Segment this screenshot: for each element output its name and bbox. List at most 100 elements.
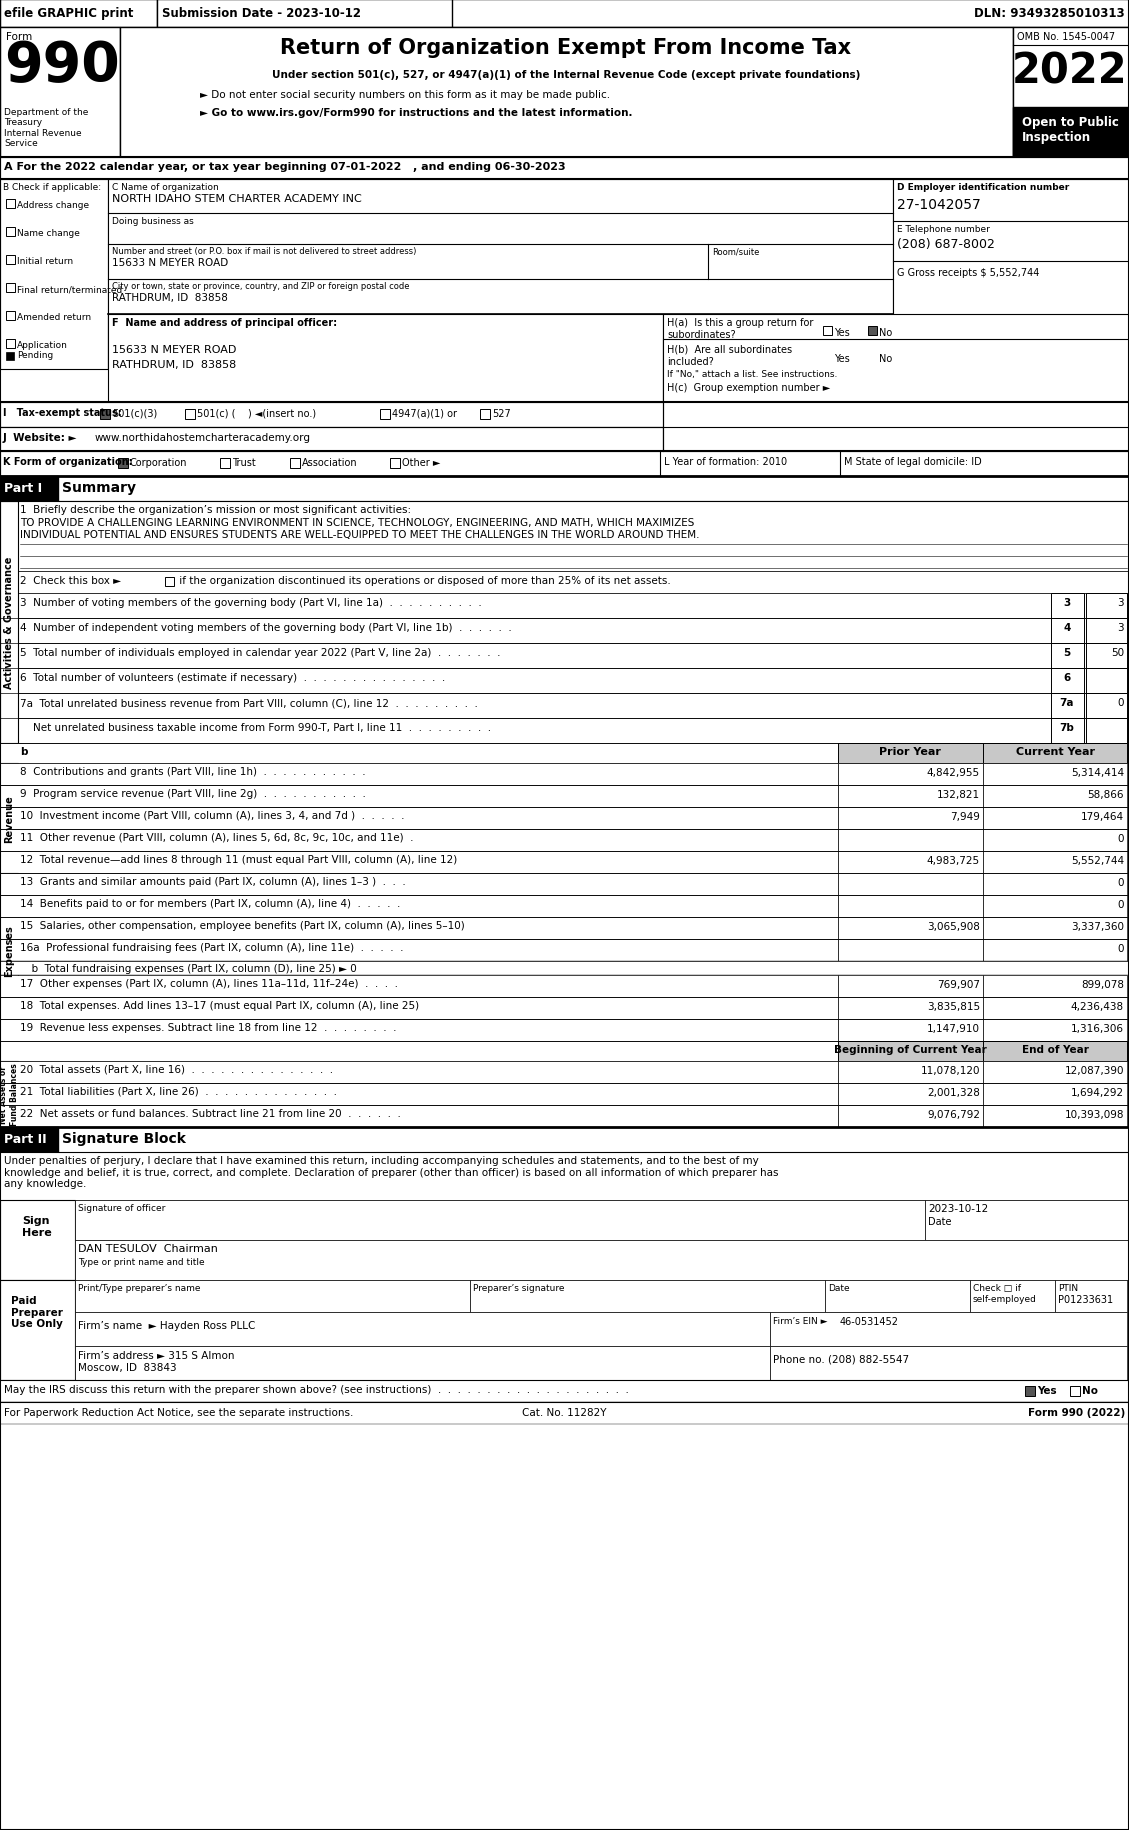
Text: 18  Total expenses. Add lines 13–17 (must equal Part IX, column (A), line 25): 18 Total expenses. Add lines 13–17 (must… <box>20 1001 419 1010</box>
Bar <box>1086 694 1127 719</box>
Text: Check □ if: Check □ if <box>973 1283 1021 1292</box>
Bar <box>983 997 1127 1019</box>
Text: Summary: Summary <box>62 481 135 494</box>
Bar <box>983 807 1127 829</box>
Text: 20  Total assets (Part X, line 16)  .  .  .  .  .  .  .  .  .  .  .  .  .  .  .: 20 Total assets (Part X, line 16) . . . … <box>20 1065 333 1074</box>
Text: NORTH IDAHO STEM CHARTER ACADEMY INC: NORTH IDAHO STEM CHARTER ACADEMY INC <box>112 194 361 203</box>
Text: 16a  Professional fundraising fees (Part IX, column (A), line 11e)  .  .  .  .  : 16a Professional fundraising fees (Part … <box>20 942 403 952</box>
Text: H(b)  Are all subordinates: H(b) Are all subordinates <box>667 344 793 355</box>
Bar <box>0 1127 1129 1153</box>
Text: Form 990 (2022): Form 990 (2022) <box>1027 1407 1124 1416</box>
Text: 1  Briefly describe the organization’s mission or most significant activities:: 1 Briefly describe the organization’s mi… <box>20 505 411 514</box>
Bar <box>0 939 838 961</box>
Bar <box>0 1061 18 1127</box>
Text: Number and street (or P.O. box if mail is not delivered to street address): Number and street (or P.O. box if mail i… <box>112 247 417 256</box>
Text: Current Year: Current Year <box>1015 747 1094 756</box>
Bar <box>1051 593 1084 619</box>
Bar <box>770 1347 1127 1380</box>
Text: 0: 0 <box>1118 900 1124 910</box>
Text: Yes: Yes <box>1038 1385 1057 1394</box>
Text: Signature Block: Signature Block <box>62 1131 186 1146</box>
Text: 527: 527 <box>492 408 510 419</box>
Bar <box>0 157 1129 179</box>
Text: Name change: Name change <box>17 229 80 238</box>
Text: 0: 0 <box>1118 697 1124 708</box>
Text: Under section 501(c), 527, or 4947(a)(1) of the Internal Revenue Code (except pr: Under section 501(c), 527, or 4947(a)(1)… <box>272 70 860 81</box>
Bar <box>120 27 1013 157</box>
Bar <box>157 0 452 27</box>
Text: 27-1042057: 27-1042057 <box>898 198 981 212</box>
Bar <box>0 1061 838 1083</box>
Bar <box>390 459 400 468</box>
Text: 17  Other expenses (Part IX, column (A), lines 11a–11d, 11f–24e)  .  .  .  .: 17 Other expenses (Part IX, column (A), … <box>20 979 399 988</box>
Text: 5,552,744: 5,552,744 <box>1071 856 1124 866</box>
Bar <box>0 895 838 917</box>
Text: 21  Total liabilities (Part X, line 26)  .  .  .  .  .  .  .  .  .  .  .  .  .  : 21 Total liabilities (Part X, line 26) .… <box>20 1087 336 1096</box>
Bar <box>983 1105 1127 1127</box>
Text: Activities & Governance: Activities & Governance <box>5 556 14 688</box>
Text: No: No <box>879 328 892 339</box>
Text: Firm’s EIN ►: Firm’s EIN ► <box>773 1316 828 1325</box>
Text: Signature of officer: Signature of officer <box>78 1204 165 1211</box>
Bar <box>1051 668 1084 694</box>
Bar <box>0 873 838 895</box>
Text: 19  Revenue less expenses. Subtract line 18 from line 12  .  .  .  .  .  .  .  .: 19 Revenue less expenses. Subtract line … <box>20 1023 396 1032</box>
Bar <box>838 1061 983 1083</box>
Bar <box>0 743 1129 763</box>
Bar <box>0 501 1129 571</box>
Text: 0: 0 <box>1118 833 1124 844</box>
Bar <box>925 1200 1129 1241</box>
Bar <box>0 694 1129 719</box>
Bar <box>0 975 838 997</box>
Bar <box>983 763 1127 785</box>
Bar <box>119 459 128 468</box>
Text: 5: 5 <box>1064 648 1070 657</box>
Text: Revenue: Revenue <box>5 794 14 842</box>
Text: Address change: Address change <box>17 201 89 210</box>
Text: 7a  Total unrelated business revenue from Part VIII, column (C), line 12  .  .  : 7a Total unrelated business revenue from… <box>20 697 478 708</box>
Bar <box>1051 619 1084 644</box>
Bar <box>185 410 195 419</box>
Bar <box>838 1105 983 1127</box>
Bar <box>838 1083 983 1105</box>
Text: 9  Program service revenue (Part VIII, line 2g)  .  .  .  .  .  .  .  .  .  .  .: 9 Program service revenue (Part VIII, li… <box>20 789 366 798</box>
Text: Paid
Preparer
Use Only: Paid Preparer Use Only <box>11 1296 63 1329</box>
Text: Prior Year: Prior Year <box>879 747 940 756</box>
Bar <box>823 353 832 362</box>
Text: 2  Check this box ►: 2 Check this box ► <box>20 576 121 586</box>
Bar <box>1025 1387 1035 1396</box>
Bar <box>75 1200 925 1241</box>
Text: 4,842,955: 4,842,955 <box>927 767 980 778</box>
Text: Association: Association <box>301 458 358 468</box>
Bar <box>0 873 18 1027</box>
Bar <box>983 1083 1127 1105</box>
Bar <box>838 851 983 873</box>
Text: (208) 687-8002: (208) 687-8002 <box>898 238 995 251</box>
Text: Date: Date <box>928 1217 952 1226</box>
Bar <box>893 179 1129 370</box>
Bar <box>6 340 15 350</box>
Bar <box>100 410 110 419</box>
Bar <box>0 179 108 370</box>
Text: M State of legal domicile: ID: M State of legal domicile: ID <box>844 458 982 467</box>
Text: 11,078,120: 11,078,120 <box>920 1065 980 1076</box>
Text: 4,983,725: 4,983,725 <box>927 856 980 866</box>
Bar <box>0 501 18 743</box>
Text: No: No <box>879 353 892 364</box>
Bar <box>838 829 983 851</box>
Text: Trust: Trust <box>231 458 256 468</box>
Text: Part I: Part I <box>5 481 42 494</box>
Bar <box>970 1281 1054 1312</box>
Text: 0: 0 <box>1118 944 1124 953</box>
Bar <box>0 0 157 27</box>
Text: Amended return: Amended return <box>17 313 91 322</box>
Text: 14  Benefits paid to or for members (Part IX, column (A), line 4)  .  .  .  .  .: 14 Benefits paid to or for members (Part… <box>20 899 401 908</box>
Text: 4,236,438: 4,236,438 <box>1071 1001 1124 1012</box>
Text: RATHDRUM, ID  83858: RATHDRUM, ID 83858 <box>112 361 236 370</box>
Text: Moscow, ID  83843: Moscow, ID 83843 <box>78 1362 176 1372</box>
Text: Firm’s name  ► Hayden Ross PLLC: Firm’s name ► Hayden Ross PLLC <box>78 1319 255 1330</box>
Text: Phone no. (208) 882-5547: Phone no. (208) 882-5547 <box>773 1354 909 1363</box>
Text: Date: Date <box>828 1283 850 1292</box>
Bar <box>1086 593 1127 619</box>
Text: if the organization discontinued its operations or disposed of more than 25% of : if the organization discontinued its ope… <box>176 576 671 586</box>
